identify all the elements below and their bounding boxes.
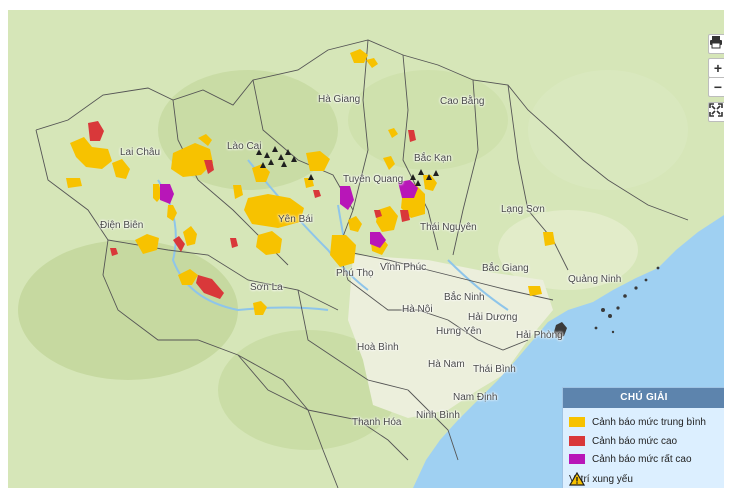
- place-label: Hà Nội: [402, 304, 433, 315]
- place-label: Yên Bái: [278, 214, 314, 225]
- legend-item-label: Vị trí xung yếu: [569, 473, 633, 485]
- print-button[interactable]: [708, 34, 724, 54]
- place-label: Thanh Hóa: [352, 417, 402, 428]
- place-label: Bắc Ninh: [444, 292, 485, 303]
- medium-swatch: [569, 417, 585, 427]
- place-label: Nam Định: [453, 392, 498, 403]
- place-label: Hoà Bình: [357, 342, 399, 353]
- place-label: Lào Cai: [227, 141, 262, 152]
- printer-icon: [710, 36, 722, 49]
- vulnerable-site-markers: [256, 146, 439, 186]
- legend-item-high: Cảnh báo mức cao: [569, 434, 677, 448]
- very-high-swatch: [569, 454, 585, 464]
- legend-item-label: Cảnh báo mức cao: [592, 435, 678, 447]
- legend-title: CHÚ GIẢI: [563, 388, 724, 408]
- delta-plain: [348, 255, 553, 418]
- fullscreen-icon: [709, 103, 723, 117]
- place-label: Vĩnh Phúc: [380, 262, 427, 273]
- place-label: Quảng Ninh: [568, 274, 622, 285]
- map-legend: CHÚ GIẢI Cảnh báo mức trung bình Cảnh bá…: [562, 387, 724, 488]
- very-high-warning-zones: [160, 180, 418, 248]
- place-label: Hải Phòng: [516, 330, 563, 341]
- place-label: Lai Châu: [120, 147, 161, 158]
- place-label: Hà Nam: [428, 359, 465, 370]
- place-label: Bắc Giang: [482, 263, 529, 274]
- legend-item-label: Cảnh báo mức trung bình: [592, 416, 706, 428]
- fullscreen-button[interactable]: [708, 102, 724, 122]
- place-label: Lạng Sơn: [501, 204, 545, 215]
- place-label: Hải Dương: [468, 312, 518, 323]
- legend-item-vulnerable: Vị trí xung yếu: [569, 472, 633, 486]
- place-label: Cao Bằng: [440, 96, 485, 107]
- place-label: Phú Thọ: [336, 268, 374, 279]
- high-swatch: [569, 436, 585, 446]
- place-label: Thái Nguyên: [420, 222, 477, 233]
- place-label: Điện Biên: [100, 220, 144, 231]
- legend-item-label: Cảnh báo mức rất cao: [592, 453, 692, 465]
- islands: [554, 266, 660, 338]
- place-label: Bắc Kạn: [414, 153, 452, 164]
- high-warning-zones: [88, 121, 416, 299]
- place-label: Sơn La: [250, 282, 283, 293]
- place-label: Ninh Bình: [416, 410, 460, 421]
- place-label: Tuyên Quang: [343, 174, 404, 185]
- zoom-out-button[interactable]: −: [708, 77, 724, 97]
- place-label: Hưng Yên: [436, 326, 482, 337]
- place-label: Hà Giang: [318, 94, 361, 105]
- zoom-in-button[interactable]: +: [708, 58, 724, 78]
- medium-warning-zones: [66, 49, 555, 315]
- province-borders: [35, 39, 689, 488]
- legend-item-medium: Cảnh báo mức trung bình: [569, 415, 706, 429]
- map-view[interactable]: Hà Giang Cao Bằng Lai Châu Lào Cai Bắc K…: [8, 10, 724, 488]
- place-label: Thái Bình: [473, 364, 516, 375]
- legend-item-very-high: Cảnh báo mức rất cao: [569, 452, 692, 466]
- warning-triangle-icon: [569, 472, 585, 486]
